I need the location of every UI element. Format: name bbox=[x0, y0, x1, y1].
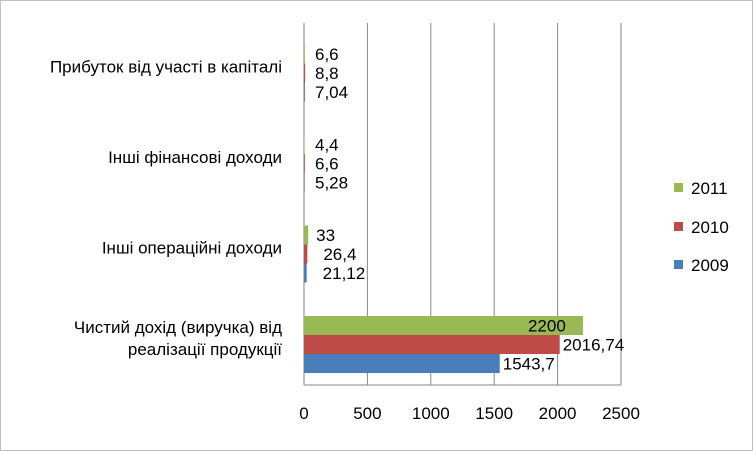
data-label-2010: 6,6 bbox=[315, 155, 339, 174]
data-label-2010: 2016,74 bbox=[563, 336, 624, 355]
bar-2011 bbox=[304, 44, 305, 64]
data-label-2011: 4,4 bbox=[315, 136, 339, 155]
data-label-2009: 1543,7 bbox=[503, 355, 555, 374]
bar-2010 bbox=[304, 63, 306, 83]
legend-swatch-2010 bbox=[674, 222, 683, 231]
legend-label-2010: 2010 bbox=[691, 218, 729, 237]
data-label-2009: 7,04 bbox=[315, 83, 348, 102]
x-tick-label: 2000 bbox=[539, 404, 577, 423]
legend-swatch-2009 bbox=[674, 260, 683, 269]
legend-label-2009: 2009 bbox=[691, 256, 729, 275]
data-label-2010: 26,4 bbox=[323, 245, 356, 264]
data-label-2011: 2200 bbox=[528, 317, 566, 336]
x-tick-label: 0 bbox=[299, 404, 308, 423]
category-label: Чистий дохід (виручка) від bbox=[74, 318, 282, 337]
bar-2009 bbox=[304, 354, 500, 373]
bar-2011 bbox=[304, 135, 305, 154]
legend-label-2011: 2011 bbox=[691, 179, 728, 198]
bar-2010 bbox=[304, 335, 560, 354]
bar-2011 bbox=[304, 225, 309, 245]
data-label-2009: 5,28 bbox=[315, 174, 348, 193]
category-label: Інші фінансові доходи bbox=[108, 148, 282, 167]
x-tick-label: 1500 bbox=[475, 404, 513, 423]
legend-swatch-2011 bbox=[674, 183, 683, 192]
category-label: Інші операційні доходи bbox=[102, 238, 282, 257]
data-label-2011: 6,6 bbox=[315, 45, 339, 64]
bar-2010 bbox=[304, 244, 308, 264]
bar-2011 bbox=[304, 316, 583, 335]
bar-2010 bbox=[304, 154, 305, 173]
x-tick-label: 500 bbox=[353, 404, 381, 423]
category-label: Прибуток від участі в капіталі bbox=[50, 57, 282, 76]
bar-2009 bbox=[304, 82, 305, 102]
x-tick-label: 1000 bbox=[412, 404, 450, 423]
bar-2009 bbox=[304, 173, 305, 192]
x-tick-label: 2500 bbox=[602, 404, 640, 423]
category-label: реалізації продукції bbox=[128, 340, 282, 359]
data-label-2009: 21,12 bbox=[323, 264, 366, 283]
bar-2009 bbox=[304, 263, 307, 283]
data-label-2011: 33 bbox=[316, 226, 335, 245]
data-label-2010: 8,8 bbox=[315, 64, 339, 83]
